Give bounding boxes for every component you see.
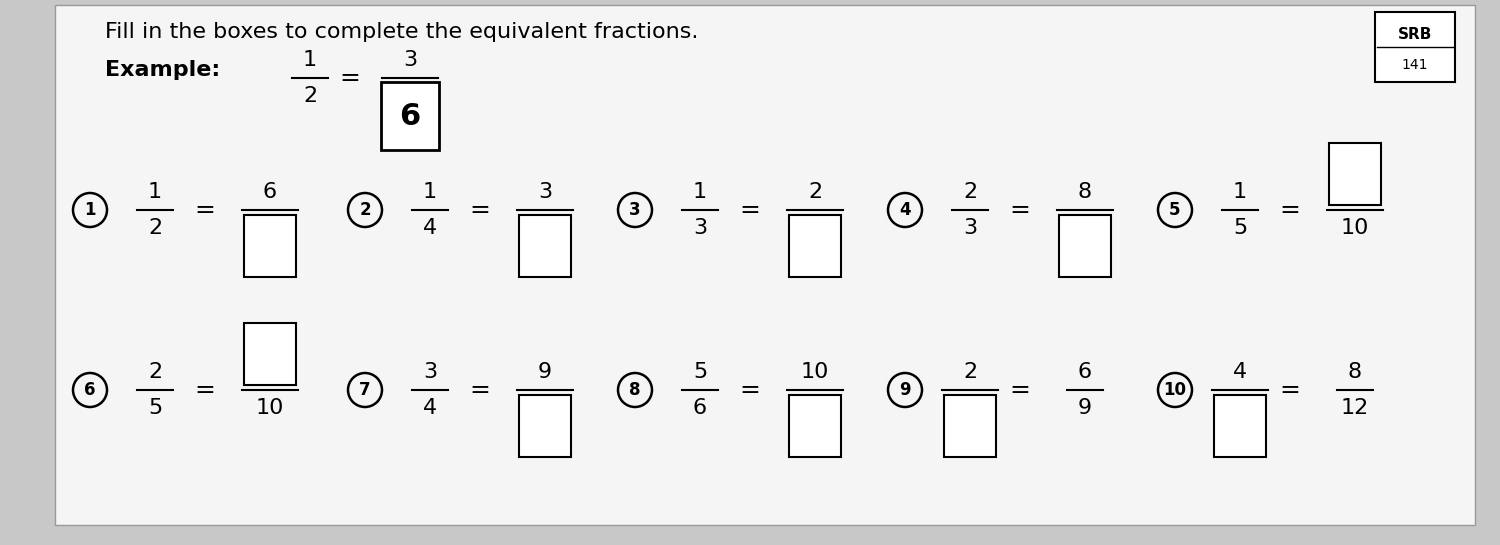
Bar [1059, 215, 1112, 277]
Text: =: = [195, 198, 216, 222]
Text: 2: 2 [303, 86, 316, 106]
Text: =: = [740, 198, 760, 222]
Text: 5: 5 [693, 362, 706, 382]
Text: 3: 3 [404, 50, 417, 70]
Text: 2: 2 [358, 201, 370, 219]
Text: 6: 6 [399, 101, 420, 130]
Text: 3: 3 [628, 201, 640, 219]
Text: 6: 6 [84, 381, 96, 399]
Text: =: = [339, 66, 360, 90]
Text: 9: 9 [538, 362, 552, 382]
Text: 9: 9 [898, 381, 910, 399]
Text: 2: 2 [148, 218, 162, 238]
Text: 1: 1 [693, 182, 706, 202]
Text: 2: 2 [808, 182, 822, 202]
Text: =: = [740, 378, 760, 402]
Bar [1329, 143, 1382, 205]
Text: 5: 5 [148, 398, 162, 418]
Text: =: = [470, 198, 490, 222]
Text: 2: 2 [963, 362, 976, 382]
Bar [789, 395, 842, 457]
Bar [244, 323, 296, 385]
Bar [789, 215, 842, 277]
Text: 10: 10 [256, 398, 284, 418]
Text: 6: 6 [262, 182, 278, 202]
Bar [244, 215, 296, 277]
Text: 7: 7 [358, 381, 370, 399]
Text: 1: 1 [1233, 182, 1246, 202]
Text: SRB: SRB [1398, 27, 1432, 41]
Bar [1214, 395, 1266, 457]
Text: =: = [470, 378, 490, 402]
Text: 8: 8 [1348, 362, 1362, 382]
Text: 5: 5 [1233, 218, 1246, 238]
Text: 12: 12 [1341, 398, 1370, 418]
Text: =: = [195, 378, 216, 402]
Text: 1: 1 [148, 182, 162, 202]
Text: 4: 4 [423, 398, 436, 418]
Text: 3: 3 [423, 362, 436, 382]
Text: =: = [1010, 378, 1031, 402]
Bar [519, 395, 572, 457]
Text: 6: 6 [693, 398, 706, 418]
Text: 1: 1 [303, 50, 316, 70]
Text: 4: 4 [423, 218, 436, 238]
Text: 10: 10 [801, 362, 830, 382]
Text: 4: 4 [1233, 362, 1246, 382]
Text: 3: 3 [963, 218, 976, 238]
Text: 8: 8 [1078, 182, 1092, 202]
Bar [944, 395, 996, 457]
Bar [1376, 12, 1455, 82]
Text: 141: 141 [1401, 58, 1428, 72]
Text: 3: 3 [693, 218, 706, 238]
Bar [519, 215, 572, 277]
Text: 10: 10 [1341, 218, 1370, 238]
Text: 5: 5 [1170, 201, 1180, 219]
Text: =: = [1010, 198, 1031, 222]
Text: 8: 8 [630, 381, 640, 399]
Text: 2: 2 [963, 182, 976, 202]
Text: =: = [1280, 198, 1300, 222]
Text: 10: 10 [1164, 381, 1186, 399]
Bar [381, 82, 440, 150]
Text: 2: 2 [148, 362, 162, 382]
Text: 3: 3 [538, 182, 552, 202]
Text: Fill in the boxes to complete the equivalent fractions.: Fill in the boxes to complete the equiva… [105, 22, 699, 42]
Text: =: = [1280, 378, 1300, 402]
Text: 1: 1 [423, 182, 436, 202]
Text: 9: 9 [1078, 398, 1092, 418]
Text: 4: 4 [898, 201, 910, 219]
Text: 6: 6 [1078, 362, 1092, 382]
Text: Example:: Example: [105, 60, 220, 80]
Text: 1: 1 [84, 201, 96, 219]
